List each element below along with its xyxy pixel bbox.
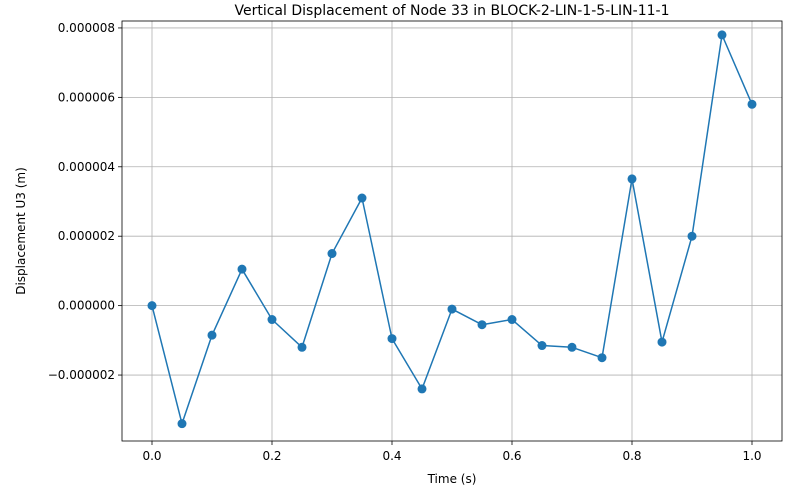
data-point (387, 334, 397, 344)
data-point (207, 330, 217, 340)
data-point (567, 342, 577, 352)
x-tick-label: 1.0 (742, 449, 761, 463)
data-point (687, 231, 697, 241)
x-axis-label: Time (s) (427, 472, 477, 486)
series-line (151, 34, 753, 425)
y-tick-label: 0.000006 (58, 90, 115, 104)
data-point (417, 384, 427, 394)
data-point (177, 419, 187, 429)
data-point (537, 341, 547, 351)
data-point (237, 264, 247, 274)
data-point (477, 320, 487, 330)
x-tick-label: 0.6 (502, 449, 521, 463)
data-point (297, 342, 307, 352)
data-point (147, 301, 157, 311)
x-tick-label: 0.2 (262, 449, 281, 463)
data-point (447, 304, 457, 314)
x-tick-label: 0.0 (142, 449, 161, 463)
plot-frame (121, 20, 783, 442)
data-point (327, 249, 337, 259)
y-tick-label: 0.000008 (58, 21, 115, 35)
data-point (747, 99, 757, 109)
data-point (627, 174, 637, 184)
y-tick-label: 0.000004 (58, 160, 115, 174)
grid (122, 21, 782, 441)
data-point (597, 353, 607, 363)
axis-ticks: 0.0 0.2 0.4 0.6 0.8 1.0 −0.000002 0.000000 0.000… (48, 21, 762, 463)
series-layer (147, 30, 757, 429)
x-tick-label: 0.8 (622, 449, 641, 463)
y-tick-label: 0.000000 (58, 299, 115, 313)
chart-title: Vertical Displacement of Node 33 in BLOC… (235, 3, 670, 19)
x-tick-label: 0.4 (382, 449, 401, 463)
data-point (357, 193, 367, 203)
y-tick-label: −0.000002 (48, 368, 115, 382)
y-tick-label: 0.000002 (58, 229, 115, 243)
data-point (267, 315, 277, 325)
data-point (717, 30, 727, 40)
data-point (657, 337, 667, 347)
y-axis-label: Displacement U3 (m) (14, 167, 28, 295)
data-point (507, 315, 517, 325)
